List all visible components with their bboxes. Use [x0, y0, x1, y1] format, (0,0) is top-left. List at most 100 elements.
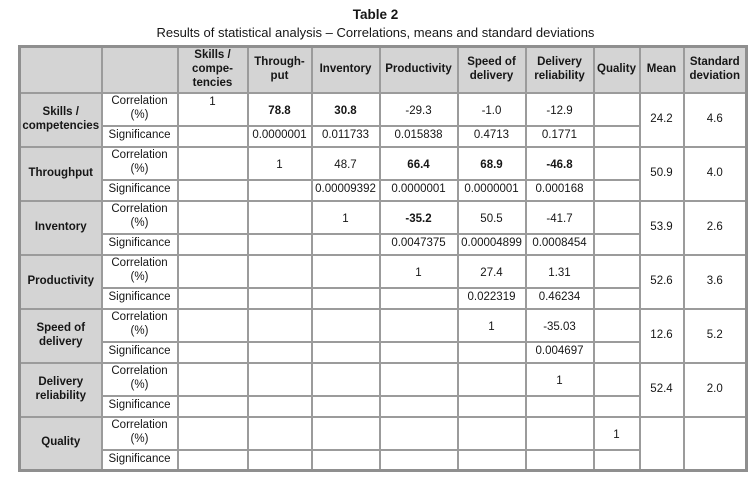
group-6-significance-row: Significance [20, 448, 747, 472]
correlation-cell-3 [378, 307, 459, 343]
mean-cell: 50.9 [638, 145, 685, 202]
group-4-significance-row: Significance 0.004697 [20, 340, 747, 364]
correlation-cell-4 [456, 361, 527, 397]
measure-label-significance: Significance [100, 232, 179, 256]
correlation-cell-1 [246, 415, 313, 451]
correlation-cell-6 [592, 253, 641, 289]
significance-cell-0 [176, 448, 249, 472]
correlation-cell-1 [246, 199, 313, 235]
group-0-significance-row: Significance 0.0000001 0.011733 0.015838 0.4… [20, 124, 747, 148]
significance-cell-4: 0.4713 [456, 124, 527, 148]
std-dev-cell: 2.6 [682, 199, 748, 256]
header-row: Skills / compe- tencies Through- put Inven… [18, 45, 748, 94]
correlation-cell-4: 50.5 [456, 199, 527, 235]
significance-cell-4: 0.0000001 [456, 178, 527, 202]
significance-cell-5: 0.46234 [524, 286, 595, 310]
significance-cell-4 [456, 394, 527, 418]
table-header: Skills / compe- tencies Through- put Inven… [18, 45, 748, 94]
correlation-cell-6 [592, 361, 641, 397]
correlation-cell-5: -12.9 [524, 91, 595, 127]
significance-cell-3 [378, 394, 459, 418]
significance-cell-1 [246, 286, 313, 310]
significance-cell-0 [176, 124, 249, 148]
measure-label-correlation: Correlation (%) [100, 307, 179, 343]
row-label: Skills / competencies [18, 91, 103, 148]
group-6-correlation-row: Quality Correlation (%) 1 [18, 415, 748, 472]
significance-cell-3: 0.0000001 [378, 178, 459, 202]
correlation-cell-0: 1 [176, 91, 249, 127]
correlation-cell-3: -29.3 [378, 91, 459, 127]
correlation-cell-0 [176, 145, 249, 181]
statistical-results-table: Skills / compe- tencies Through- put Inven… [18, 45, 748, 472]
table-body: Skills / competencies Correlation (%) 1 78.… [18, 91, 748, 472]
measure-label-correlation: Correlation (%) [100, 361, 179, 397]
correlation-cell-2 [310, 415, 381, 451]
significance-cell-1 [246, 394, 313, 418]
significance-cell-1 [246, 232, 313, 256]
group-3-correlation-row: Productivity Correlation (%) 1 27.4 1.31 52.6… [18, 253, 748, 310]
significance-cell-5: 0.000168 [524, 178, 595, 202]
table-title: Table 2 [352, 7, 399, 22]
correlation-cell-2 [310, 361, 381, 397]
significance-cell-6 [592, 232, 641, 256]
significance-cell-5 [524, 448, 595, 472]
group-5-significance-row: Significance [20, 394, 747, 418]
significance-cell-5: 0.004697 [524, 340, 595, 364]
correlation-cell-1: 78.8 [246, 91, 313, 127]
group-5-correlation-row: Delivery reliability Correlation (%) 1 52.4… [18, 361, 748, 418]
std-dev-cell: 4.0 [682, 145, 748, 202]
column-header-1 [100, 45, 179, 94]
correlation-cell-0 [176, 415, 249, 451]
column-header-3: Through- put [246, 45, 313, 94]
significance-cell-1 [246, 340, 313, 364]
correlation-cell-2 [310, 253, 381, 289]
significance-cell-2: 0.011733 [310, 124, 381, 148]
correlation-cell-1 [246, 307, 313, 343]
correlation-cell-1 [246, 361, 313, 397]
significance-cell-1: 0.0000001 [246, 124, 313, 148]
significance-cell-0 [176, 286, 249, 310]
correlation-cell-5: -46.8 [524, 145, 595, 181]
correlation-cell-6 [592, 91, 641, 127]
significance-cell-3 [378, 286, 459, 310]
row-label: Inventory [18, 199, 103, 256]
significance-cell-6 [592, 286, 641, 310]
significance-cell-4: 0.00004899 [456, 232, 527, 256]
correlation-cell-2: 48.7 [310, 145, 381, 181]
significance-cell-6 [592, 178, 641, 202]
correlation-cell-4: 27.4 [456, 253, 527, 289]
correlation-cell-5: -41.7 [524, 199, 595, 235]
measure-label-correlation: Correlation (%) [100, 145, 179, 181]
significance-cell-0 [176, 394, 249, 418]
std-dev-cell: 5.2 [682, 307, 748, 364]
significance-cell-5 [524, 394, 595, 418]
mean-cell: 52.6 [638, 253, 685, 310]
row-label: Delivery reliability [18, 361, 103, 418]
mean-cell: 52.4 [638, 361, 685, 418]
significance-cell-5: 0.1771 [524, 124, 595, 148]
significance-cell-4 [456, 448, 527, 472]
significance-cell-1 [246, 178, 313, 202]
correlation-cell-0 [176, 253, 249, 289]
group-2-significance-row: Significance 0.0047375 0.00004899 0.0008454 [20, 232, 747, 256]
significance-cell-2 [310, 232, 381, 256]
correlation-cell-1: 1 [246, 145, 313, 181]
significance-cell-0 [176, 178, 249, 202]
correlation-cell-3: -35.2 [378, 199, 459, 235]
mean-cell: 12.6 [638, 307, 685, 364]
correlation-cell-4 [456, 415, 527, 451]
correlation-cell-4: -1.0 [456, 91, 527, 127]
measure-label-significance: Significance [100, 286, 179, 310]
significance-cell-0 [176, 340, 249, 364]
column-header-4: Inventory [310, 45, 381, 94]
significance-cell-3 [378, 340, 459, 364]
group-3-significance-row: Significance 0.022319 0.46234 [20, 286, 747, 310]
row-label: Speed of delivery [18, 307, 103, 364]
correlation-cell-6 [592, 307, 641, 343]
table-subtitle: Results of statistical analysis – Correl… [156, 25, 595, 40]
significance-cell-4 [456, 340, 527, 364]
correlation-cell-1 [246, 253, 313, 289]
column-header-2: Skills / compe- tencies [176, 45, 249, 94]
measure-label-correlation: Correlation (%) [100, 415, 179, 451]
